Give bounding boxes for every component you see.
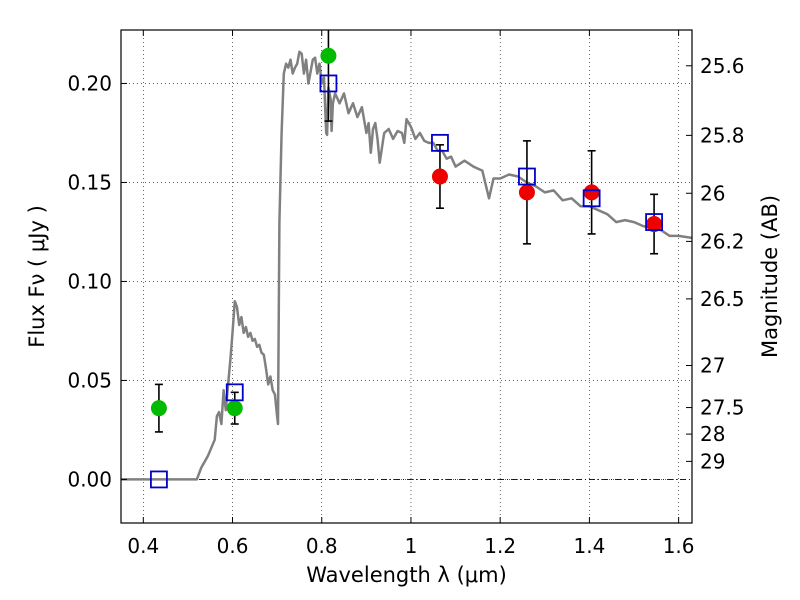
- y-tick-label: 0.15: [67, 170, 112, 194]
- photometry-point: [583, 184, 600, 201]
- model-flux-square: [225, 383, 244, 402]
- right-tick-label: 27: [700, 354, 725, 378]
- right-tick-label: 26: [700, 181, 725, 205]
- tick-layer: 0.4 0.6 0.8 1 1.2 1.4 1.6 0.00 0.05 0.10 0.15 0.20 2…: [67, 30, 745, 558]
- right-tick-label: 26.2: [700, 229, 745, 253]
- y-tick-label: 0.10: [67, 269, 112, 293]
- right-tick-label: 28: [700, 422, 725, 446]
- x-tick-label: 1.4: [573, 534, 605, 558]
- right-tick-label: 27.5: [700, 396, 745, 420]
- right-tick-label: 29: [700, 449, 725, 473]
- model-spectrum-line: [121, 50, 692, 481]
- photometry-point: [431, 168, 448, 185]
- y-tick-label: 0.05: [67, 368, 112, 392]
- data-layer: [121, 30, 692, 489]
- model-flux-square: [150, 470, 168, 489]
- x-tick-label: 0.4: [127, 534, 159, 558]
- y-tick-label: 0.00: [67, 467, 112, 491]
- y-axis-label: Flux Fν ( μJy ): [25, 205, 49, 348]
- x-axis-label: Wavelength λ (μm): [306, 563, 507, 587]
- x-tick-label: 1: [405, 534, 418, 558]
- x-tick-label: 0.6: [217, 534, 249, 558]
- grid-lines: [121, 30, 692, 523]
- right-tick-label: 26.5: [700, 287, 745, 311]
- right-tick-label: 25.8: [700, 123, 745, 147]
- model-flux-square: [645, 213, 663, 231]
- model-flux-square: [431, 133, 449, 152]
- y-tick-label: 0.20: [67, 71, 112, 95]
- photometry-point: [226, 400, 243, 417]
- model-flux-square: [319, 74, 338, 93]
- photometry-point: [320, 47, 337, 64]
- right-tick-label: 25.6: [700, 54, 745, 78]
- model-flux-square: [582, 189, 601, 208]
- model-flux-square: [518, 167, 536, 186]
- right-axis-label: Magnitude (AB): [758, 195, 782, 358]
- x-tick-label: 1.6: [663, 534, 695, 558]
- x-tick-label: 1.2: [484, 534, 516, 558]
- photometry-point: [518, 184, 535, 201]
- plot-frame: [120, 29, 693, 524]
- photometry-point: [150, 400, 167, 417]
- x-tick-label: 0.8: [306, 534, 338, 558]
